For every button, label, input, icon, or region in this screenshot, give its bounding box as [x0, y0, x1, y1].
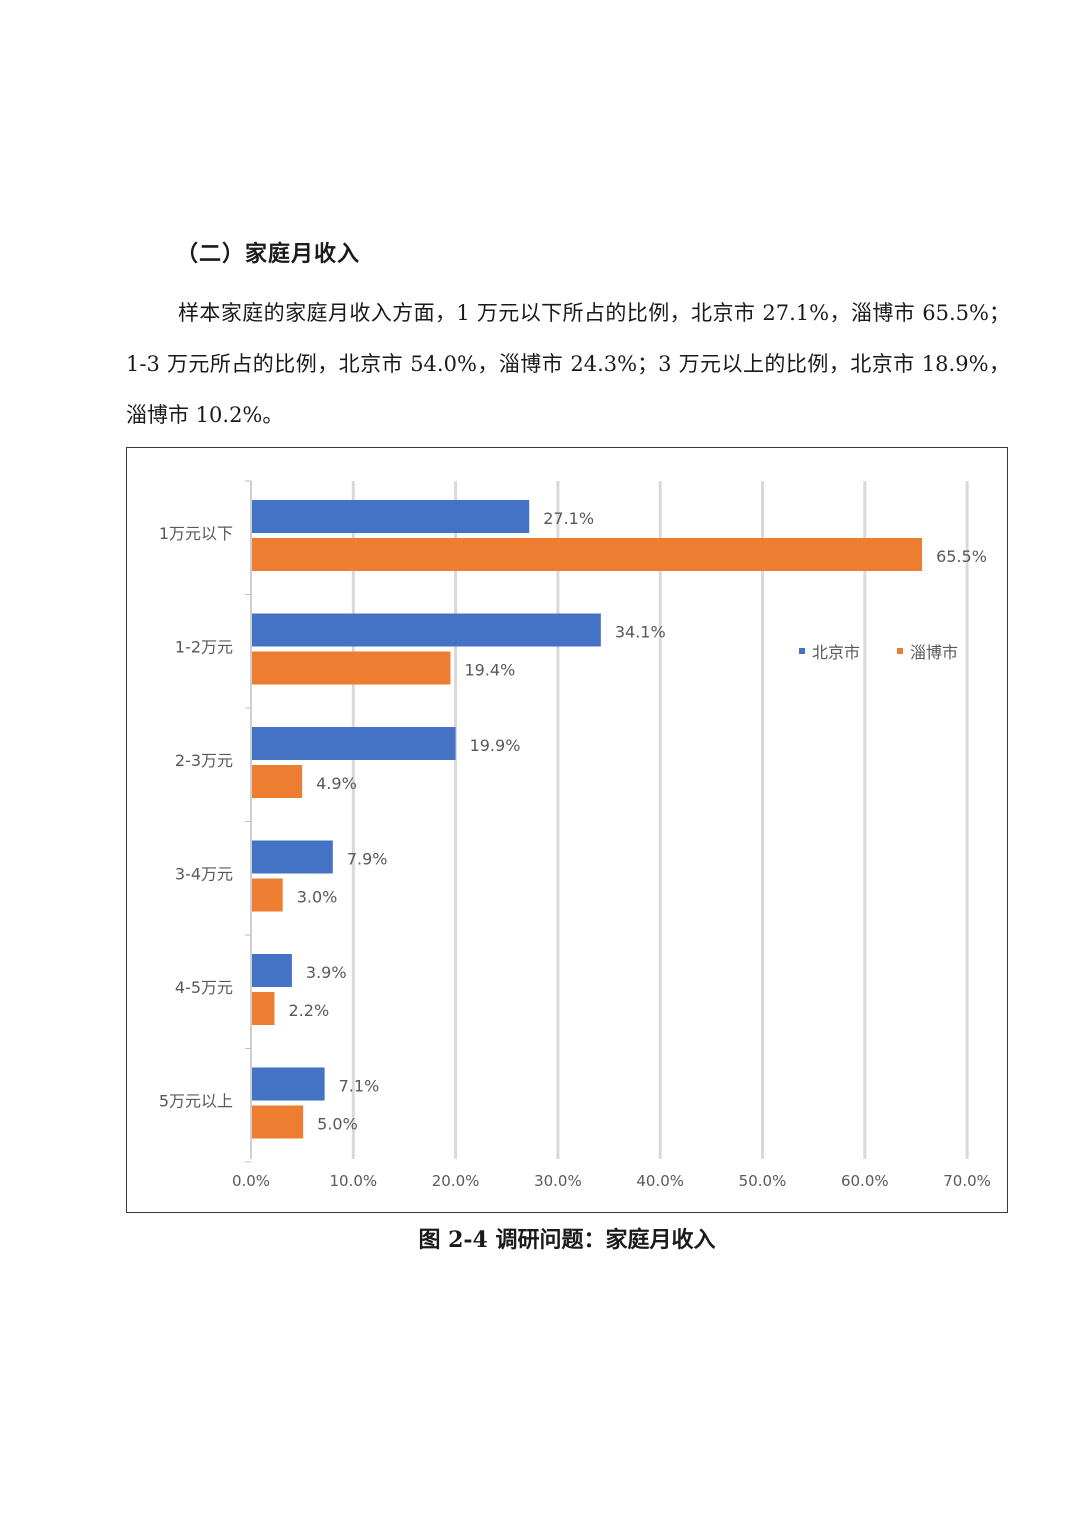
bar-beijing: [252, 500, 530, 533]
bar-zibo: [252, 651, 451, 685]
income-bar-chart: 0.0% 10.0% 20.0% 30.0% 40.0% 50.0% 60.0% 70.0% 1…: [159, 480, 991, 1190]
section-heading: （二）家庭月收入: [176, 241, 361, 267]
category-label: 2-3万元: [175, 751, 233, 770]
bar-beijing: [252, 613, 601, 647]
body-paragraph: 样本家庭的家庭月收入方面，1 万元以下所占的比例，北京市 27.1%，淄博市 6…: [126, 301, 1010, 427]
x-tick-label: 50.0%: [739, 1172, 787, 1190]
data-label: 19.9%: [470, 736, 521, 755]
data-label: 27.1%: [543, 509, 594, 528]
bar-beijing: [252, 1067, 325, 1101]
data-label: 5.0%: [317, 1115, 358, 1134]
data-label: 3.9%: [306, 963, 347, 982]
legend-label-zibo: 淄博市: [910, 643, 958, 662]
x-tick-label: 0.0%: [232, 1172, 270, 1190]
data-label: 4.9%: [316, 774, 357, 793]
category-label: 1万元以下: [159, 524, 233, 543]
data-label: 3.0%: [297, 888, 338, 907]
bar-zibo: [252, 878, 283, 912]
data-label: 7.9%: [347, 850, 388, 869]
bar-zibo: [252, 765, 303, 798]
bar-zibo: [252, 992, 275, 1025]
data-label: 7.1%: [339, 1077, 380, 1096]
legend-swatch-beijing: [799, 648, 805, 654]
data-label: 2.2%: [289, 1001, 330, 1020]
legend-swatch-zibo: [897, 648, 903, 654]
x-tick-label: 40.0%: [636, 1172, 684, 1190]
x-tick-label: 20.0%: [432, 1172, 480, 1190]
bar-beijing: [252, 727, 456, 760]
category-label: 4-5万元: [175, 978, 233, 997]
x-tick-label: 10.0%: [329, 1172, 377, 1190]
x-tick-label: 60.0%: [841, 1172, 889, 1190]
bar-zibo: [252, 1105, 304, 1139]
legend-label-beijing: 北京市: [812, 643, 860, 662]
bar-beijing: [252, 840, 333, 874]
category-label: 1-2万元: [175, 638, 233, 657]
category-label: 3-4万元: [175, 865, 233, 884]
bar-zibo: [252, 538, 923, 571]
figure-caption: 图 2-4 调研问题：家庭月收入: [418, 1227, 716, 1253]
x-tick-label: 70.0%: [943, 1172, 991, 1190]
category-label: 5万元以上: [159, 1092, 233, 1111]
data-label: 34.1%: [615, 623, 666, 642]
x-tick-label: 30.0%: [534, 1172, 582, 1190]
bar-beijing: [252, 954, 292, 987]
chart-frame: 0.0% 10.0% 20.0% 30.0% 40.0% 50.0% 60.0% 70.0% 1…: [126, 447, 1008, 1213]
data-label: 65.5%: [936, 547, 987, 566]
data-label: 19.4%: [464, 661, 515, 680]
